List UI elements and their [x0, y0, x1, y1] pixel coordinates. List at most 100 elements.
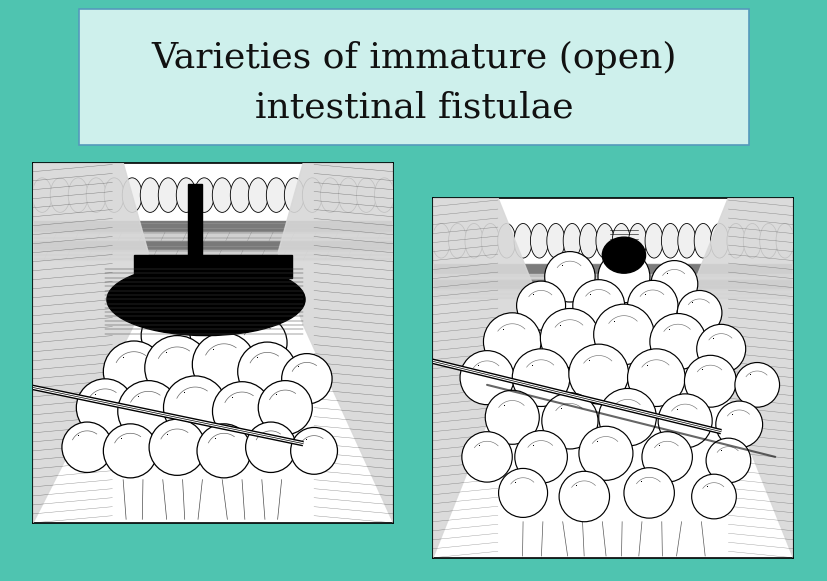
- Circle shape: [189, 302, 251, 363]
- Ellipse shape: [448, 224, 466, 258]
- Polygon shape: [691, 198, 792, 558]
- Circle shape: [149, 419, 205, 475]
- Ellipse shape: [356, 178, 375, 213]
- Ellipse shape: [284, 178, 304, 213]
- Circle shape: [691, 474, 735, 519]
- Ellipse shape: [432, 224, 450, 258]
- Ellipse shape: [677, 224, 695, 258]
- Circle shape: [192, 333, 256, 396]
- Ellipse shape: [726, 224, 744, 258]
- Circle shape: [258, 381, 312, 435]
- Text: intestinal fistulae: intestinal fistulae: [255, 91, 572, 124]
- Circle shape: [734, 363, 778, 407]
- Ellipse shape: [612, 224, 629, 258]
- Circle shape: [558, 471, 609, 522]
- Circle shape: [290, 428, 337, 474]
- Ellipse shape: [32, 178, 52, 213]
- Polygon shape: [33, 163, 148, 523]
- Circle shape: [544, 252, 595, 302]
- Ellipse shape: [68, 178, 88, 213]
- Circle shape: [568, 344, 628, 404]
- Ellipse shape: [374, 178, 394, 213]
- Ellipse shape: [530, 224, 547, 258]
- Bar: [33, 229, 393, 260]
- Ellipse shape: [465, 224, 482, 258]
- Polygon shape: [134, 254, 292, 278]
- Circle shape: [650, 260, 697, 307]
- Bar: [433, 264, 792, 273]
- Circle shape: [460, 350, 514, 404]
- Polygon shape: [188, 184, 202, 260]
- Ellipse shape: [644, 224, 662, 258]
- Circle shape: [483, 313, 540, 371]
- Ellipse shape: [212, 178, 232, 213]
- Ellipse shape: [176, 178, 196, 213]
- Circle shape: [696, 324, 745, 374]
- Circle shape: [705, 438, 750, 483]
- Ellipse shape: [601, 237, 645, 273]
- Ellipse shape: [758, 224, 777, 258]
- Bar: [33, 221, 393, 231]
- Bar: [33, 241, 393, 249]
- Ellipse shape: [497, 224, 515, 258]
- Circle shape: [627, 349, 685, 407]
- Ellipse shape: [743, 224, 760, 258]
- Circle shape: [461, 432, 512, 482]
- Circle shape: [512, 349, 569, 407]
- Ellipse shape: [230, 178, 250, 213]
- Circle shape: [141, 307, 198, 364]
- Ellipse shape: [194, 178, 214, 213]
- Ellipse shape: [158, 178, 178, 213]
- Ellipse shape: [338, 178, 358, 213]
- Ellipse shape: [107, 264, 304, 336]
- Circle shape: [572, 279, 624, 332]
- Circle shape: [657, 394, 711, 448]
- Ellipse shape: [661, 224, 679, 258]
- Circle shape: [676, 290, 721, 335]
- Ellipse shape: [480, 224, 499, 258]
- Circle shape: [117, 381, 179, 442]
- Circle shape: [598, 389, 656, 446]
- Circle shape: [684, 356, 735, 407]
- Circle shape: [103, 341, 165, 402]
- Polygon shape: [433, 198, 533, 558]
- Text: Varieties of immature (open): Varieties of immature (open): [151, 41, 676, 75]
- Circle shape: [246, 422, 296, 472]
- Ellipse shape: [50, 178, 70, 213]
- Circle shape: [163, 376, 227, 439]
- Circle shape: [597, 251, 649, 303]
- Circle shape: [578, 426, 632, 480]
- Circle shape: [641, 432, 691, 482]
- Bar: [433, 271, 792, 299]
- Circle shape: [593, 304, 653, 365]
- Circle shape: [197, 424, 251, 478]
- Ellipse shape: [86, 178, 106, 213]
- Circle shape: [516, 281, 565, 330]
- Ellipse shape: [562, 224, 581, 258]
- Ellipse shape: [302, 178, 322, 213]
- Circle shape: [237, 342, 296, 401]
- Circle shape: [649, 314, 705, 370]
- Circle shape: [541, 393, 597, 449]
- Ellipse shape: [266, 178, 286, 213]
- Circle shape: [514, 431, 566, 483]
- Circle shape: [76, 379, 134, 436]
- Bar: [433, 281, 792, 288]
- Ellipse shape: [775, 224, 793, 258]
- Circle shape: [485, 390, 538, 444]
- Circle shape: [281, 354, 332, 404]
- Circle shape: [624, 468, 673, 518]
- Ellipse shape: [122, 178, 142, 213]
- Circle shape: [715, 401, 762, 448]
- Ellipse shape: [710, 224, 728, 258]
- Ellipse shape: [595, 224, 613, 258]
- Circle shape: [213, 382, 271, 441]
- Ellipse shape: [579, 224, 597, 258]
- Circle shape: [498, 468, 547, 518]
- Ellipse shape: [248, 178, 268, 213]
- Circle shape: [145, 336, 209, 400]
- Ellipse shape: [514, 224, 532, 258]
- Ellipse shape: [546, 224, 564, 258]
- Circle shape: [627, 281, 677, 331]
- Ellipse shape: [628, 224, 646, 258]
